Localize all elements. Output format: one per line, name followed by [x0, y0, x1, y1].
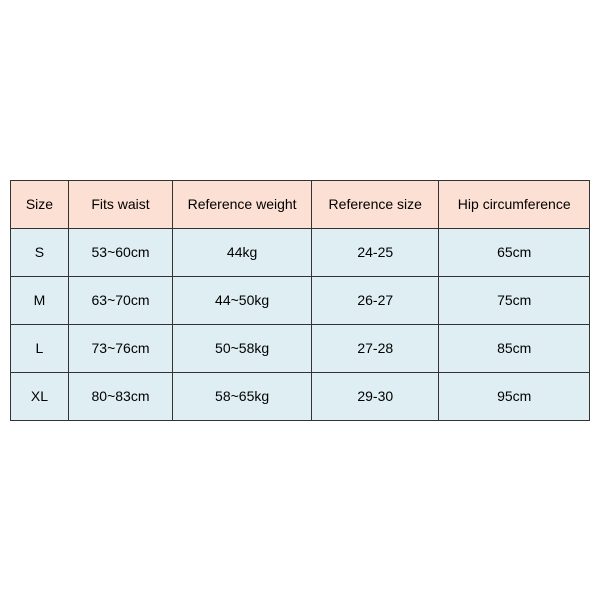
- cell-refsize: 24-25: [312, 228, 439, 276]
- cell-waist: 63~70cm: [68, 276, 172, 324]
- table-row: M 63~70cm 44~50kg 26-27 75cm: [11, 276, 590, 324]
- table-row: S 53~60cm 44kg 24-25 65cm: [11, 228, 590, 276]
- table-row: L 73~76cm 50~58kg 27-28 85cm: [11, 324, 590, 372]
- cell-weight: 44kg: [173, 228, 312, 276]
- cell-weight: 58~65kg: [173, 372, 312, 420]
- cell-waist: 73~76cm: [68, 324, 172, 372]
- cell-refsize: 27-28: [312, 324, 439, 372]
- cell-waist: 53~60cm: [68, 228, 172, 276]
- table-body: S 53~60cm 44kg 24-25 65cm M 63~70cm 44~5…: [11, 228, 590, 420]
- table-header-row: Size Fits waist Reference weight Referen…: [11, 180, 590, 228]
- size-chart: Size Fits waist Reference weight Referen…: [10, 180, 590, 421]
- cell-hip: 75cm: [439, 276, 590, 324]
- cell-hip: 95cm: [439, 372, 590, 420]
- col-header-waist: Fits waist: [68, 180, 172, 228]
- col-header-size: Size: [11, 180, 69, 228]
- cell-weight: 50~58kg: [173, 324, 312, 372]
- cell-hip: 65cm: [439, 228, 590, 276]
- table-row: XL 80~83cm 58~65kg 29-30 95cm: [11, 372, 590, 420]
- cell-size: XL: [11, 372, 69, 420]
- col-header-hip: Hip circumference: [439, 180, 590, 228]
- cell-hip: 85cm: [439, 324, 590, 372]
- cell-size: M: [11, 276, 69, 324]
- cell-refsize: 26-27: [312, 276, 439, 324]
- col-header-weight: Reference weight: [173, 180, 312, 228]
- cell-size: L: [11, 324, 69, 372]
- col-header-refsize: Reference size: [312, 180, 439, 228]
- cell-size: S: [11, 228, 69, 276]
- cell-weight: 44~50kg: [173, 276, 312, 324]
- cell-refsize: 29-30: [312, 372, 439, 420]
- cell-waist: 80~83cm: [68, 372, 172, 420]
- size-table: Size Fits waist Reference weight Referen…: [10, 180, 590, 421]
